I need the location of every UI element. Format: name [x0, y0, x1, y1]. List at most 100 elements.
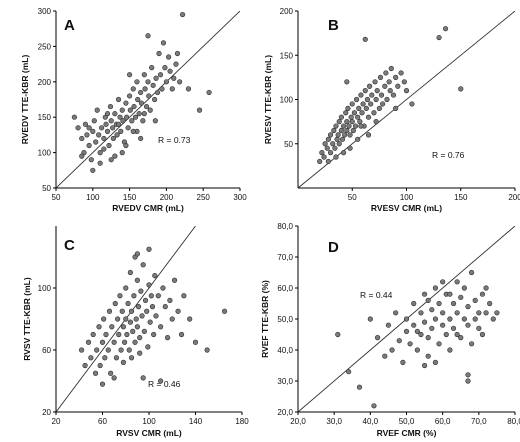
- panel-letter: B: [328, 17, 339, 34]
- data-point: [78, 347, 85, 353]
- data-point: [389, 347, 395, 353]
- data-point: [353, 96, 360, 103]
- data-point: [355, 136, 361, 142]
- y-tick-label: 100: [38, 149, 52, 158]
- y-tick-label: 30,0: [277, 377, 293, 386]
- x-tick-label: 20,0: [290, 417, 306, 426]
- data-point: [145, 79, 151, 85]
- data-point: [331, 127, 337, 134]
- data-point: [368, 101, 374, 107]
- data-point: [432, 359, 439, 366]
- data-point: [414, 347, 420, 353]
- data-point: [436, 300, 442, 307]
- data-point: [377, 74, 384, 80]
- y-tick-label: 80,0: [277, 222, 293, 231]
- data-point: [403, 88, 410, 94]
- data-point: [131, 293, 137, 299]
- data-point: [124, 114, 130, 120]
- data-point: [165, 335, 171, 341]
- data-point: [156, 50, 162, 57]
- data-point: [92, 370, 99, 376]
- data-point: [111, 375, 117, 381]
- x-tick-label: 300: [233, 193, 247, 202]
- data-point: [365, 132, 372, 138]
- data-point: [396, 338, 402, 344]
- data-point: [79, 135, 85, 142]
- data-point: [349, 101, 355, 107]
- data-point: [141, 111, 147, 117]
- y-tick-label: 300: [38, 7, 52, 16]
- data-point: [166, 54, 172, 60]
- data-point: [179, 11, 186, 18]
- data-point: [447, 316, 453, 322]
- data-point: [421, 291, 428, 297]
- data-point: [141, 328, 147, 335]
- data-point: [169, 316, 175, 322]
- data-point: [103, 121, 109, 127]
- data-point: [338, 127, 345, 134]
- data-point: [96, 132, 102, 138]
- y-axis-label: RVSV TTE-KBR (mL): [22, 277, 32, 361]
- data-point: [458, 335, 464, 341]
- data-point: [147, 107, 153, 113]
- data-point: [382, 83, 388, 89]
- y-axis-label: RVESV TTE-KBR (mL): [263, 55, 273, 144]
- data-point: [115, 316, 121, 322]
- data-point: [352, 123, 359, 129]
- data-point: [494, 310, 500, 316]
- data-point: [152, 273, 158, 279]
- y-tick-label: 100: [38, 284, 52, 293]
- data-point: [447, 291, 453, 297]
- x-tick-label: 200: [508, 193, 520, 202]
- x-axis-label: RVEDV CMR (mL): [112, 203, 184, 213]
- data-point: [196, 107, 203, 113]
- data-point: [461, 316, 467, 322]
- data-point: [108, 157, 114, 163]
- data-point: [340, 150, 347, 156]
- data-point: [115, 96, 122, 103]
- x-tick-label: 150: [123, 193, 137, 202]
- data-point: [150, 82, 156, 88]
- data-point: [117, 293, 123, 299]
- data-point: [458, 294, 464, 300]
- data-point: [378, 92, 385, 98]
- data-point: [128, 355, 135, 361]
- data-point: [127, 72, 133, 78]
- x-tick-label: 150: [454, 193, 468, 202]
- data-point: [169, 86, 175, 92]
- data-point: [450, 325, 457, 331]
- data-point: [454, 310, 460, 316]
- data-point: [358, 123, 364, 129]
- data-point: [110, 135, 117, 142]
- data-point: [465, 378, 471, 384]
- data-point: [343, 110, 349, 116]
- data-point: [344, 127, 350, 134]
- data-point: [344, 79, 350, 85]
- data-point: [436, 341, 442, 347]
- data-point: [131, 103, 137, 110]
- data-point: [163, 79, 169, 85]
- y-tick-label: 20: [42, 408, 51, 417]
- data-point: [90, 167, 96, 173]
- data-point: [88, 355, 94, 361]
- data-point: [153, 313, 159, 319]
- data-point: [490, 316, 496, 322]
- data-point: [472, 297, 478, 304]
- data-point: [120, 118, 126, 124]
- data-point: [112, 111, 118, 117]
- y-tick-label: 20,0: [277, 408, 293, 417]
- y-tick-label: 200: [38, 78, 52, 87]
- data-point: [454, 331, 460, 338]
- data-point: [344, 119, 350, 125]
- data-point: [388, 65, 394, 72]
- data-point: [90, 331, 96, 338]
- data-point: [443, 331, 449, 338]
- data-point: [90, 128, 96, 134]
- data-point: [447, 347, 453, 353]
- y-tick-label: 50,0: [277, 315, 293, 324]
- data-point: [206, 89, 212, 96]
- data-point: [178, 331, 185, 338]
- y-axis-label: RVEDV TTE-KBR (mL): [20, 55, 30, 145]
- data-point: [192, 339, 199, 345]
